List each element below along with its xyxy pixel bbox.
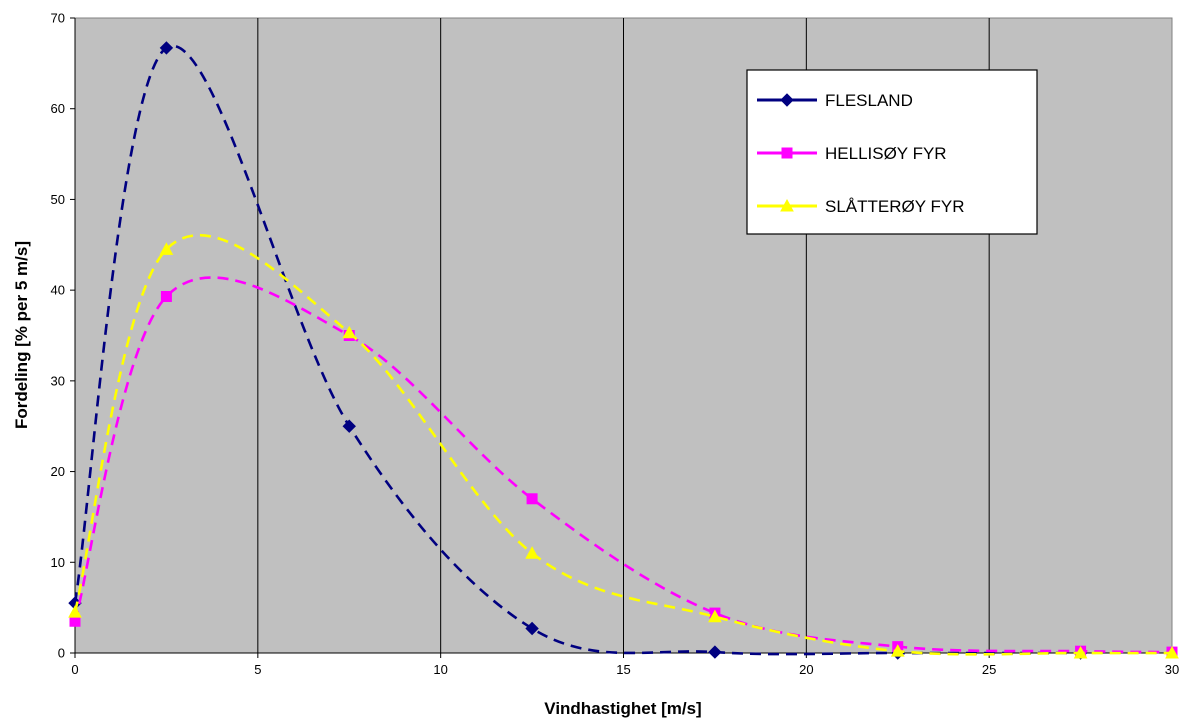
legend: FLESLAND HELLISØY FYR SLÅTTERØY FYR	[746, 69, 1038, 235]
data-point-flesland	[159, 41, 174, 55]
legend-item-flesland: FLESLAND	[757, 91, 913, 110]
series-line-flesland	[73, 44, 1081, 656]
data-point-sl-tter-y-fyr	[708, 609, 722, 623]
legend-marker-hellis-y-fyr	[781, 147, 793, 159]
x-tick-label: 20	[799, 662, 813, 677]
y-tick-label: 50	[51, 192, 65, 207]
data-point-sl-tter-y-fyr	[68, 605, 82, 618]
legend-item-sl-tter-y-fyr: SLÅTTERØY FYR	[757, 197, 965, 216]
x-tick-label: 30	[1165, 662, 1179, 677]
data-point-sl-tter-y-fyr	[342, 325, 357, 339]
legend-label: HELLISØY FYR	[825, 144, 947, 163]
y-tick-label: 40	[51, 283, 65, 298]
y-tick-label: 30	[51, 373, 65, 388]
data-point-sl-tter-y-fyr	[159, 242, 174, 255]
x-tick-label: 10	[433, 662, 447, 677]
axis-ticks: 0 5 10 15 20 25 30 0 10 20 30 40 50 60 70	[51, 11, 1180, 678]
data-point-sl-tter-y-fyr	[525, 546, 539, 559]
data-point-hellis-y-fyr	[69, 615, 81, 627]
y-tick-label: 60	[51, 101, 65, 116]
data-point-flesland	[525, 621, 539, 636]
legend-label: SLÅTTERØY FYR	[825, 197, 965, 216]
legend-marker-flesland	[780, 93, 794, 107]
series-layer	[68, 41, 1179, 660]
data-point-sl-tter-y-fyr	[1165, 645, 1179, 659]
x-tick-label: 25	[982, 662, 996, 677]
data-point-flesland	[708, 645, 722, 659]
x-tick-label: 15	[616, 662, 630, 677]
data-point-flesland	[342, 419, 356, 433]
y-tick-label: 20	[51, 464, 65, 479]
data-point-hellis-y-fyr	[160, 290, 172, 302]
y-axis-title: Fordeling [% per 5 m/s]	[12, 241, 31, 429]
data-point-sl-tter-y-fyr	[1073, 645, 1088, 659]
data-point-hellis-y-fyr	[526, 493, 538, 505]
y-tick-label: 10	[51, 555, 65, 570]
y-tick-label: 0	[58, 646, 65, 661]
legend-marker-sl-tter-y-fyr	[780, 198, 794, 212]
data-point-sl-tter-y-fyr	[890, 644, 905, 657]
series-sl-tter-y-fyr	[68, 234, 1179, 659]
legend-item-hellis-y-fyr: HELLISØY FYR	[757, 144, 947, 163]
x-tick-label: 5	[254, 662, 261, 677]
y-tick-label: 70	[51, 11, 65, 26]
x-tick-label: 0	[71, 662, 78, 677]
series-line-hellis-y-fyr	[73, 276, 1173, 654]
legend-label: FLESLAND	[825, 91, 913, 110]
x-axis-title: Vindhastighet [m/s]	[544, 699, 701, 718]
